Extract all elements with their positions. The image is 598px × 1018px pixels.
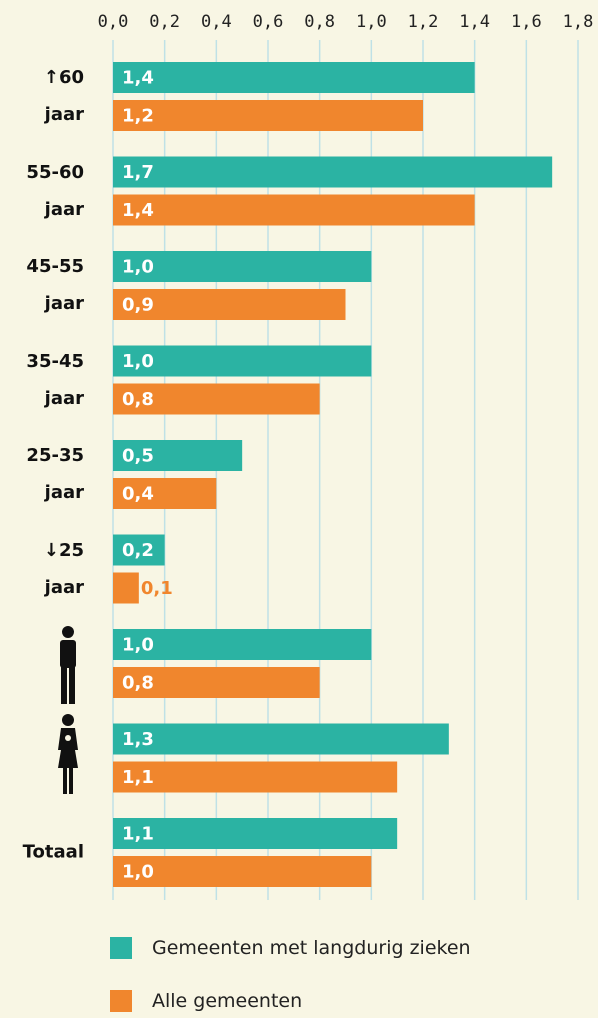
- legend-label: Alle gemeenten: [152, 990, 303, 1012]
- value-label: 0,5: [122, 446, 154, 467]
- x-tick-label: 1,6: [511, 12, 542, 32]
- value-label: 1,1: [122, 767, 154, 788]
- bar: [113, 289, 346, 320]
- category-label: 55-60 jaar: [26, 161, 84, 220]
- value-label: 1,0: [122, 351, 154, 372]
- category-label: ↑60 jaar: [43, 67, 84, 125]
- x-tick-label: 1,2: [408, 12, 439, 32]
- legend-swatch: [110, 990, 132, 1012]
- bar: [113, 723, 449, 755]
- value-label: 1,7: [122, 162, 154, 183]
- x-tick-label: 0,4: [201, 12, 232, 32]
- bar: [113, 383, 320, 415]
- male-icon: [60, 626, 76, 704]
- category-label: 25-35 jaar: [26, 445, 84, 503]
- category-label: Totaal: [22, 841, 84, 863]
- female-icon: [58, 714, 78, 794]
- bar: [113, 667, 320, 698]
- value-label: 0,2: [122, 540, 154, 561]
- value-label: 0,9: [122, 295, 154, 316]
- value-label: 0,8: [122, 389, 154, 410]
- bar: [113, 100, 423, 131]
- x-tick-label: 0,2: [149, 12, 180, 32]
- category-label: 35-45 jaar: [26, 350, 84, 409]
- bar: [113, 251, 372, 282]
- value-label: 1,4: [122, 68, 154, 89]
- value-label: 0,1: [141, 578, 173, 599]
- bar: [113, 440, 243, 471]
- bar: [113, 856, 372, 887]
- bar: [113, 194, 475, 226]
- bar: [113, 629, 372, 660]
- bar: [113, 156, 553, 188]
- x-tick-label: 1,8: [563, 12, 594, 32]
- legend-swatch: [110, 937, 132, 959]
- x-tick-label: 1,4: [459, 12, 490, 32]
- value-label: 1,2: [122, 106, 154, 127]
- value-label: 1,0: [122, 862, 154, 883]
- bar: [113, 534, 165, 566]
- value-label: 1,4: [122, 200, 154, 221]
- x-tick-label: 0,8: [304, 12, 335, 32]
- value-label: 1,1: [122, 824, 154, 845]
- bar: [113, 761, 398, 793]
- value-label: 1,3: [122, 729, 154, 750]
- legend-label: Gemeenten met langdurig zieken: [152, 937, 471, 959]
- value-label: 1,0: [122, 635, 154, 656]
- x-tick-label: 0,0: [98, 12, 129, 32]
- bar: [113, 478, 217, 509]
- category-label: 45-55 jaar: [26, 256, 84, 314]
- bar: [113, 345, 372, 377]
- x-tick-label: 1,0: [356, 12, 387, 32]
- value-label: 0,8: [122, 673, 154, 694]
- bar: [113, 572, 139, 604]
- value-label: 1,0: [122, 257, 154, 278]
- value-label: 0,4: [122, 484, 154, 505]
- x-tick-label: 0,6: [253, 12, 284, 32]
- bar: [113, 62, 475, 93]
- category-label: ↓25 jaar: [43, 539, 84, 598]
- bar: [113, 818, 398, 849]
